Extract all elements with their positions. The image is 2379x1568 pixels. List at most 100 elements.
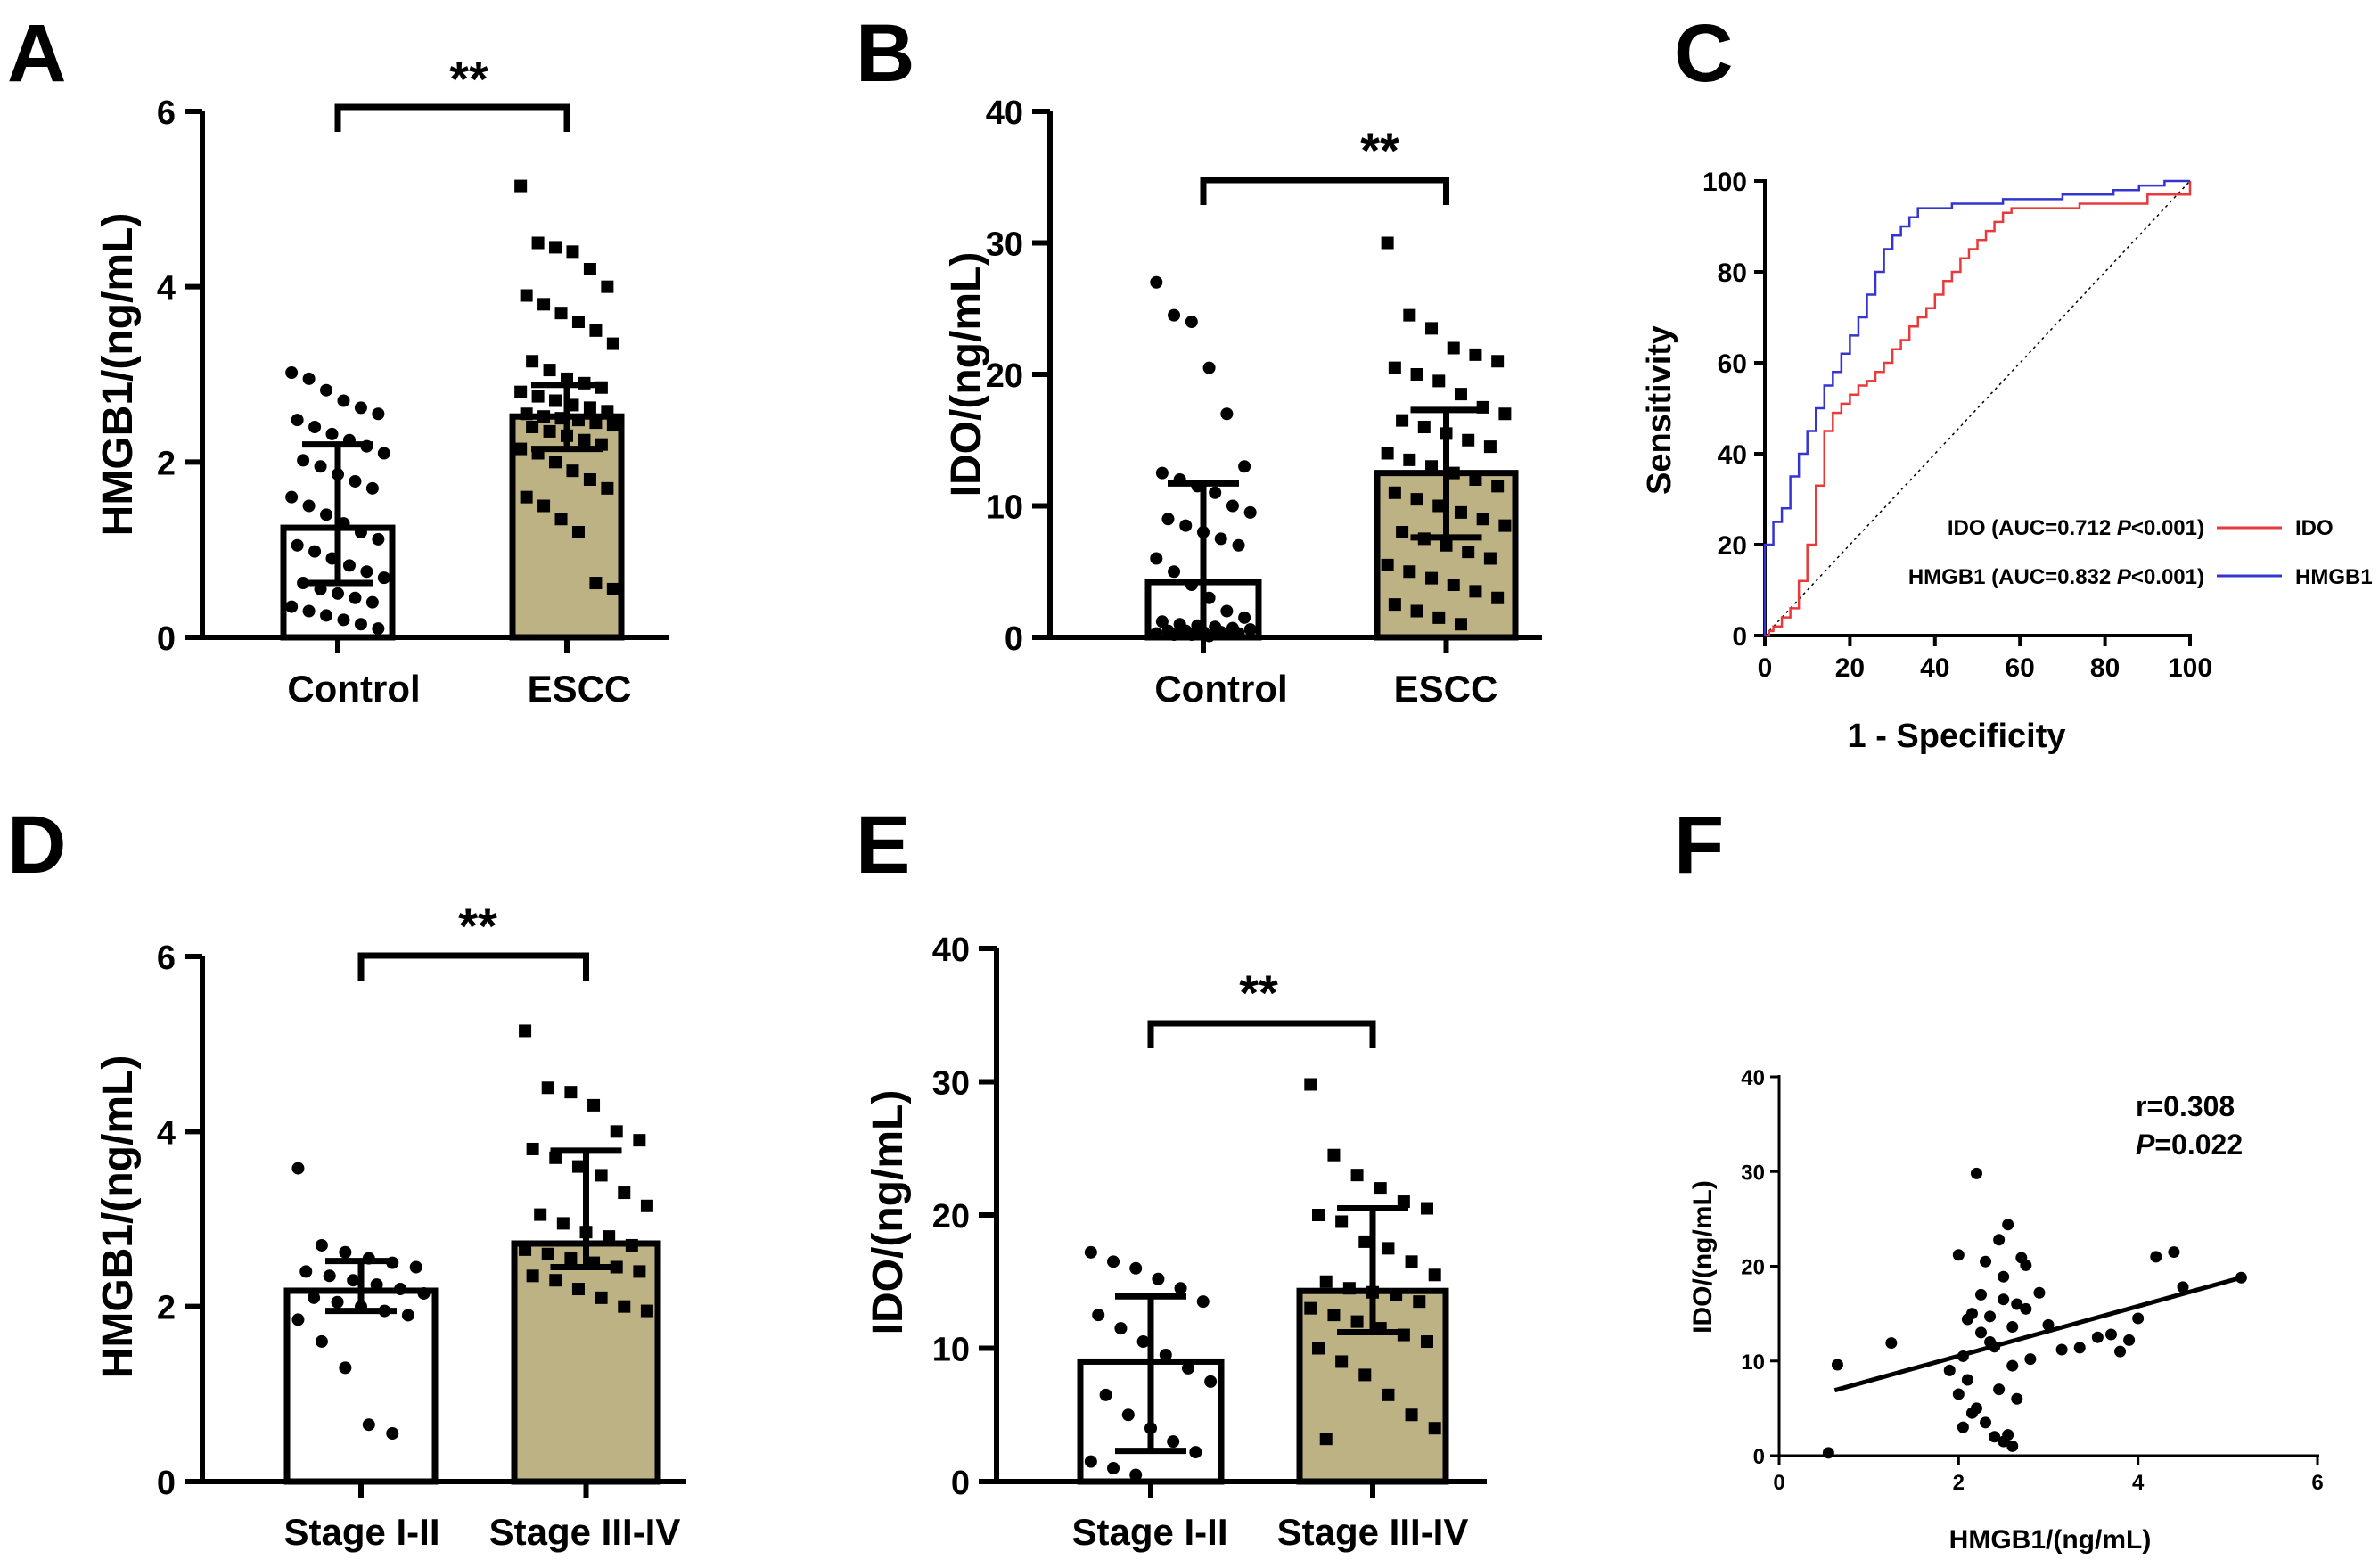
panel-e-point bbox=[1413, 1295, 1426, 1309]
panel-a-point bbox=[514, 442, 528, 456]
panel-label-b: B bbox=[856, 8, 915, 99]
panel-f-point bbox=[2011, 1298, 2023, 1310]
legend-hmgb1-suffix: <0.001) bbox=[2131, 565, 2204, 589]
panel-f-point bbox=[2104, 1328, 2117, 1341]
panel-e-point bbox=[1405, 1255, 1418, 1268]
panel-b-point bbox=[1202, 361, 1216, 374]
panel-c-y-tick-label: 100 bbox=[1702, 168, 1747, 197]
panel-e-point bbox=[1129, 1468, 1143, 1482]
panel-a-point bbox=[302, 372, 316, 385]
panel-d-point bbox=[347, 1274, 360, 1287]
panel-a-y-tick-label: 6 bbox=[157, 94, 176, 132]
roc-reference-line bbox=[1764, 180, 2191, 636]
panel-d-point bbox=[625, 1238, 638, 1252]
panel-e-point bbox=[1092, 1309, 1105, 1322]
panel-b-point bbox=[1185, 579, 1198, 591]
panel-a-point bbox=[531, 236, 545, 250]
panel-a-point bbox=[606, 419, 619, 432]
panel-d-point bbox=[571, 1160, 585, 1173]
panel-b-point bbox=[1498, 407, 1512, 421]
panel-b-point bbox=[1432, 611, 1446, 624]
panel-e-point bbox=[1420, 1202, 1433, 1215]
panel-f-point bbox=[1989, 1431, 2001, 1443]
panel-e-y-tick-label: 30 bbox=[932, 1065, 970, 1103]
panel-b-point bbox=[1425, 322, 1439, 335]
panel-b-point bbox=[1469, 473, 1482, 486]
panel-a-point bbox=[583, 263, 596, 275]
panel-f-point bbox=[2123, 1334, 2136, 1346]
panel-b-ylabel: IDO/(ng/mL) bbox=[943, 252, 990, 497]
panel-label-e: E bbox=[856, 800, 911, 891]
panel-a-point bbox=[291, 538, 304, 552]
panel-b-point bbox=[1483, 552, 1497, 565]
panel-d-point bbox=[640, 1304, 653, 1318]
panel-d-significance-bracket bbox=[357, 952, 589, 981]
panel-a-point bbox=[589, 416, 603, 430]
panel-d-category-stage-1-2: Stage I-II bbox=[283, 1511, 439, 1553]
legend-ido-prefix: IDO (AUC=0.712 bbox=[1948, 516, 2117, 540]
panel-b-category-control: Control bbox=[1154, 668, 1287, 710]
panel-b-point bbox=[1410, 368, 1423, 381]
panel-b-point bbox=[1432, 499, 1446, 513]
panel-e-point bbox=[1390, 1288, 1403, 1301]
panel-c-ylabel: Sensitivity bbox=[1641, 325, 1678, 495]
panel-a-point bbox=[349, 591, 362, 604]
panel-a-point bbox=[354, 401, 367, 415]
panel-f-point bbox=[2132, 1312, 2145, 1325]
panel-f-stat-p-value: =0.022 bbox=[2154, 1129, 2243, 1161]
panel-a-point bbox=[354, 526, 367, 538]
panel-b-point bbox=[1454, 618, 1467, 631]
panel-f-y-tick-label: 30 bbox=[1741, 1161, 1765, 1185]
panel-d-point bbox=[291, 1313, 305, 1326]
panel-c-x-tick-label: 60 bbox=[2006, 653, 2035, 683]
legend-ido-name: IDO bbox=[2295, 516, 2334, 540]
panel-f-point bbox=[1984, 1310, 1997, 1323]
panel-d-point bbox=[370, 1278, 383, 1292]
panel-d-point bbox=[618, 1186, 631, 1200]
panel-c-y-tick-label: 40 bbox=[1718, 440, 1747, 470]
panel-b-point bbox=[1238, 460, 1251, 473]
panel-f-y-tick-label: 40 bbox=[1741, 1066, 1765, 1090]
panel-e-point bbox=[1304, 1301, 1317, 1315]
panel-f-fit-line bbox=[1833, 1275, 2243, 1393]
panel-d-y-tick-label: 6 bbox=[157, 940, 176, 977]
legend-ido-p: P bbox=[2117, 516, 2132, 540]
panel-d-point bbox=[519, 1243, 532, 1256]
legend-ido-suffix: <0.001) bbox=[2131, 516, 2204, 540]
panel-f-point bbox=[1965, 1308, 1978, 1320]
panel-e-point bbox=[1312, 1342, 1325, 1355]
panel-b-point bbox=[1483, 440, 1497, 454]
panel-f-point bbox=[1831, 1359, 1843, 1371]
panel-a-point bbox=[566, 245, 579, 259]
panel-a-point bbox=[589, 324, 603, 337]
panel-f-point bbox=[2024, 1353, 2037, 1366]
panel-a-point bbox=[342, 559, 356, 572]
panel-e-point bbox=[1350, 1169, 1364, 1182]
panel-e-point bbox=[1167, 1435, 1180, 1449]
panel-d-point bbox=[564, 1252, 578, 1265]
panel-b-point bbox=[1209, 486, 1222, 499]
panel-b-point bbox=[1381, 236, 1394, 250]
panel-label-f: F bbox=[1674, 800, 1725, 891]
panel-b-point bbox=[1226, 499, 1239, 513]
panel-e-point bbox=[1319, 1275, 1333, 1288]
panel-a-point bbox=[332, 587, 344, 600]
panel-f-point bbox=[2006, 1321, 2019, 1333]
panel-a-point bbox=[601, 481, 614, 495]
panel-b-point bbox=[1491, 480, 1505, 493]
panel-e-point bbox=[1327, 1309, 1341, 1322]
panel-f-y-tick-label: 20 bbox=[1741, 1256, 1765, 1280]
panel-a-point bbox=[285, 490, 299, 504]
panel-d-point bbox=[401, 1309, 414, 1322]
panel-d-point bbox=[587, 1098, 601, 1112]
panel-d-point bbox=[339, 1361, 352, 1375]
panel-f-point bbox=[2114, 1345, 2127, 1358]
panel-a-point bbox=[583, 401, 596, 415]
panel-f-point bbox=[1952, 1388, 1965, 1400]
panel-b-point bbox=[1432, 374, 1446, 388]
panel-b-point bbox=[1440, 538, 1453, 552]
panel-a-point bbox=[285, 600, 299, 613]
panel-d-point bbox=[362, 1418, 375, 1432]
